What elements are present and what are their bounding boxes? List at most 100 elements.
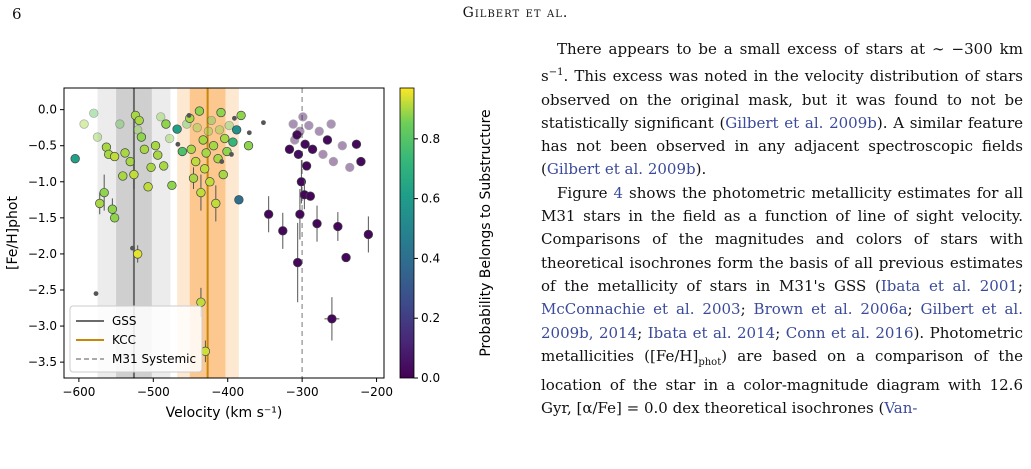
unmatched-star-point	[246, 130, 252, 136]
citation-link[interactable]: Brown et al. 2006a	[753, 300, 908, 319]
y-tick-label: −3.5	[28, 355, 57, 369]
star-point	[222, 146, 232, 157]
star-point	[139, 144, 150, 154]
colorbar-tick-label: 0.8	[421, 132, 440, 146]
citation-link[interactable]: Ibata et al. 2014	[647, 323, 776, 342]
star-point	[293, 149, 304, 160]
star-point	[92, 132, 103, 142]
star-point	[208, 141, 219, 151]
star-point	[89, 108, 99, 118]
star-point	[363, 229, 374, 240]
citation-link[interactable]: Gilbert et al. 2009b, 2014	[541, 300, 1023, 342]
star-point	[216, 107, 226, 118]
figure-ref-link[interactable]: 4	[613, 183, 624, 202]
p2-sub: phot	[698, 356, 722, 368]
body-text-column: There appears to be a small excess of st…	[541, 38, 1023, 421]
star-point	[161, 119, 171, 129]
star-point	[228, 137, 238, 147]
star-point	[153, 150, 163, 160]
star-point	[278, 226, 288, 236]
star-point	[150, 141, 161, 151]
star-point	[295, 126, 305, 136]
p2-text-d: ) are based on a comparison of the locat…	[541, 346, 1023, 418]
star-point	[337, 141, 347, 151]
star-point	[300, 139, 310, 149]
star-point	[188, 173, 199, 183]
star-point	[312, 218, 322, 229]
star-point	[326, 119, 336, 129]
citation-link[interactable]: Conn et al. 2016	[785, 323, 914, 342]
star-point	[172, 124, 182, 134]
p2-text-a: Figure	[557, 183, 614, 202]
paragraph-2: Figure 4 shows the photometric metallici…	[541, 183, 1023, 418]
star-point	[196, 187, 206, 198]
star-point	[301, 161, 312, 171]
star-point	[95, 198, 105, 209]
citation-link[interactable]: Gilbert et al. 2009b	[725, 113, 877, 132]
p1-text-a: There appears to be a small excess of st…	[541, 40, 1023, 86]
star-point	[115, 119, 125, 129]
x-tick-label: −600	[62, 385, 95, 399]
star-point	[70, 154, 80, 164]
citation-link[interactable]: McConnachie et al. 2003	[541, 300, 741, 319]
star-point	[345, 162, 355, 173]
unmatched-star-point	[130, 245, 135, 251]
star-point	[109, 151, 120, 162]
running-head-text: Gilbert et al.	[462, 5, 569, 21]
star-point	[218, 169, 228, 180]
star-point	[264, 209, 274, 219]
star-point	[125, 156, 135, 167]
star-point	[133, 249, 143, 259]
star-point	[192, 123, 202, 133]
x-tick-label: −300	[286, 385, 319, 399]
star-point	[118, 171, 128, 181]
star-point	[296, 177, 307, 187]
p2-text-b: shows the photometric metallicity estima…	[541, 183, 1023, 295]
x-tick-label: −400	[211, 385, 244, 399]
unmatched-star-point	[261, 120, 266, 126]
colorbar-tick-label: 0.0	[421, 371, 440, 385]
star-point	[232, 125, 242, 135]
star-point	[205, 177, 215, 187]
unmatched-star-point	[186, 113, 192, 118]
y-tick-label: −1.5	[28, 211, 57, 225]
star-point	[165, 133, 175, 144]
star-point	[288, 119, 298, 129]
figure-chart: −600 −500 −400 −300 −200 0.0 −0.5 −1.0 −1.5 −2.0…	[5, 87, 494, 420]
y-tick-label: −2.5	[28, 283, 57, 297]
star-point	[200, 164, 210, 174]
running-head: Gilbert et al.	[0, 5, 1031, 21]
star-point	[304, 120, 314, 131]
star-point	[156, 112, 166, 122]
star-point	[203, 126, 214, 136]
legend-frame	[69, 305, 203, 373]
star-point	[99, 187, 109, 198]
legend-label-gss: GSS	[112, 314, 137, 328]
star-point	[356, 156, 366, 167]
star-point	[220, 133, 230, 144]
p1-text-d: ).	[695, 160, 707, 179]
x-tick-label: −500	[137, 385, 170, 399]
citation-link[interactable]: Van-	[884, 399, 918, 418]
star-point	[120, 148, 130, 158]
star-point	[295, 209, 305, 219]
star-point	[201, 148, 211, 158]
citation-link[interactable]: Ibata et al. 2001	[880, 276, 1018, 295]
p1-sup: −1	[548, 67, 564, 79]
x-tick-label: −200	[360, 385, 393, 399]
star-point	[351, 139, 362, 149]
colorbar-tick-label: 0.2	[421, 311, 440, 325]
star-point	[327, 314, 337, 324]
plot-frame	[63, 87, 385, 379]
star-point	[146, 162, 156, 173]
star-point	[307, 144, 318, 154]
legend-label-kcc: KCC	[112, 333, 136, 347]
star-point	[109, 213, 120, 223]
star-point	[177, 146, 187, 157]
star-point	[298, 112, 308, 122]
star-point	[143, 182, 153, 192]
star-point	[133, 125, 143, 135]
citation-link[interactable]: Gilbert et al. 2009b	[546, 160, 696, 179]
star-point	[194, 106, 205, 116]
x-axis-label: Velocity (km s⁻¹)	[166, 405, 283, 420]
